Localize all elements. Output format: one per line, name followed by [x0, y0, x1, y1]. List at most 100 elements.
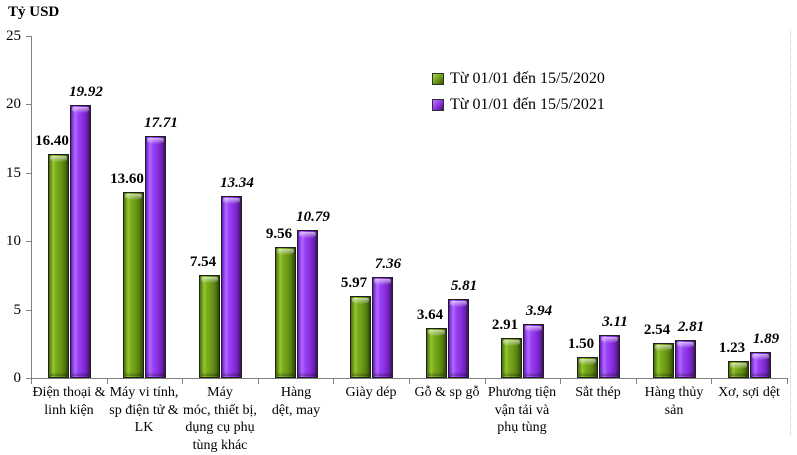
bar-bottom-shade	[503, 372, 520, 376]
bar-2021	[750, 352, 771, 378]
y-axis-line	[31, 36, 32, 378]
bar-bottom-shade	[125, 372, 142, 376]
bar-bottom-shade	[147, 372, 164, 376]
bar-2021	[675, 340, 696, 378]
bar-bottom-shade	[525, 372, 542, 376]
y-axis-tick-label: 20	[6, 96, 21, 113]
x-axis-tick	[107, 379, 108, 384]
y-axis-tick-label: 15	[6, 164, 21, 181]
bar-top-bevel	[125, 194, 142, 200]
bar-2020	[501, 338, 522, 378]
bar-2020	[426, 328, 447, 378]
bar-2020	[728, 361, 749, 378]
plot-right-dotted-border	[790, 30, 791, 435]
bar-bottom-shade	[72, 372, 89, 376]
y-axis-tick-label: 10	[6, 233, 21, 250]
legend-swatch-2020-icon	[432, 73, 444, 85]
bar-bottom-shade	[374, 372, 391, 376]
value-label-2020: 1.23	[718, 340, 746, 356]
value-label-2021: 1.89	[752, 331, 780, 347]
y-axis-tick-label: 0	[13, 370, 22, 386]
bar-bottom-shade	[450, 372, 467, 376]
bar-top-bevel	[752, 354, 769, 360]
x-axis-tick	[409, 379, 410, 384]
y-axis-tick	[26, 309, 31, 311]
x-axis-category-label: Gỗ & sp gỗ	[414, 385, 480, 400]
bar-top-bevel	[601, 337, 618, 343]
bar-top-bevel	[50, 156, 67, 162]
bar-2021	[221, 196, 242, 378]
value-label-2021: 3.94	[525, 303, 553, 319]
bar-bottom-shade	[223, 372, 240, 376]
bar-bottom-shade	[730, 372, 747, 376]
value-label-2020: 2.54	[643, 322, 671, 338]
bar-bottom-shade	[50, 372, 67, 376]
value-label-2021: 13.34	[220, 175, 254, 191]
value-label-2021: 3.11	[602, 314, 628, 330]
y-axis-tick-label: 5	[13, 301, 22, 318]
bar-2020	[653, 343, 674, 378]
y-axis-tick	[26, 241, 31, 243]
x-axis-category-label: Giày dép	[345, 385, 397, 400]
bar-bottom-shade	[299, 372, 316, 376]
bar-top-bevel	[72, 107, 89, 113]
bar-2021	[297, 230, 318, 378]
x-axis-tick	[333, 379, 334, 384]
bar-bottom-shade	[752, 372, 769, 376]
x-axis-category-label: Máy vi tính, sp điện tử & LK	[109, 385, 179, 435]
bar-2021	[145, 136, 166, 378]
x-axis-tick	[787, 379, 788, 384]
bar-2020	[123, 192, 144, 378]
bar-2020	[350, 296, 371, 378]
y-axis-tick	[26, 36, 31, 37]
value-label-2021: 17.71	[144, 115, 178, 131]
bar-top-bevel	[525, 326, 542, 332]
x-axis-tick	[31, 379, 32, 384]
value-label-2020: 7.54	[189, 254, 217, 270]
bar-bottom-shade	[352, 372, 369, 376]
legend-label-2020: Từ 01/01 đến 15/5/2020	[450, 70, 605, 87]
x-axis-category-label: Hàng dệt, may	[271, 385, 321, 418]
bar-top-bevel	[223, 198, 240, 204]
value-label-2020: 9.56	[265, 226, 293, 242]
value-label-2020: 2.91	[491, 317, 519, 333]
x-axis-category-label: Máy móc, thiết bị, dụng cụ phụ tùng khác	[183, 385, 257, 453]
x-axis-tick	[258, 379, 259, 384]
y-axis-tick	[26, 172, 31, 174]
value-label-2020: 16.40	[35, 133, 69, 149]
bar-bottom-shade	[428, 372, 445, 376]
value-label-2021: 7.36	[374, 256, 402, 272]
x-axis-tick	[182, 379, 183, 384]
bar-top-bevel	[374, 279, 391, 285]
bar-top-bevel	[730, 363, 747, 369]
bar-top-bevel	[503, 340, 520, 346]
bar-top-bevel	[299, 232, 316, 238]
bar-top-bevel	[201, 277, 218, 283]
bar-2020	[577, 357, 598, 378]
bar-2020	[275, 247, 296, 378]
bar-top-bevel	[450, 301, 467, 307]
legend-label-2021: Từ 01/01 đến 15/5/2021	[450, 96, 605, 113]
bar-2021	[448, 299, 469, 378]
bar-2021	[523, 324, 544, 378]
bar-bottom-shade	[677, 372, 694, 376]
legend-item-2021: Từ 01/01 đến 15/5/2021	[432, 92, 605, 118]
legend-item-2020: Từ 01/01 đến 15/5/2020	[432, 66, 605, 92]
value-label-2021: 19.92	[69, 84, 103, 100]
x-axis-tick	[636, 379, 637, 384]
x-axis-category-label: Điện thoại & linh kiện	[32, 385, 106, 418]
legend-swatch-2021-icon	[432, 99, 444, 111]
value-label-2020: 5.97	[340, 275, 368, 291]
x-axis-category-label: Sắt thép	[575, 385, 621, 400]
x-axis-tick	[485, 379, 486, 384]
x-axis-category-label: Xơ, sợi dệt	[718, 385, 780, 400]
bar-bottom-shade	[579, 372, 596, 376]
bar-top-bevel	[655, 345, 672, 351]
x-axis-line	[31, 378, 788, 379]
y-axis-tick	[26, 378, 31, 379]
bar-top-bevel	[428, 330, 445, 336]
value-label-2020: 1.50	[567, 336, 595, 352]
bar-2021	[599, 335, 620, 378]
value-label-2021: 2.81	[677, 319, 705, 335]
